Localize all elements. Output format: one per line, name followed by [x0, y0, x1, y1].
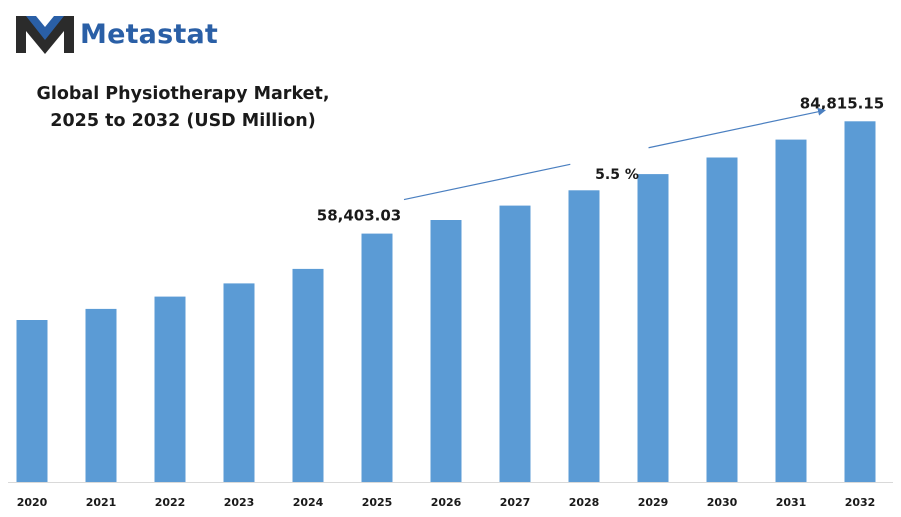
bar-2026 [430, 220, 462, 482]
chart-title-line-1: Global Physiotherapy Market, [36, 84, 330, 104]
brand-name: Metastat [80, 18, 219, 50]
value-label-2032: 84,815.15 [800, 94, 884, 112]
bar-2031 [775, 139, 807, 482]
bar-2024 [292, 268, 324, 482]
chart-title-line-2: 2025 to 2032 (USD Million) [50, 111, 316, 131]
x-tick-label-2032: 2032 [845, 496, 876, 509]
x-tick-label-2027: 2027 [500, 496, 531, 509]
bar-2020 [16, 320, 48, 482]
bar-2032 [844, 121, 876, 483]
annotations-layer: 58,403.03 84,815.15 5.5 % [317, 94, 884, 224]
bar-2022 [154, 296, 186, 482]
bar-2023 [223, 283, 255, 482]
x-tick-label-2026: 2026 [431, 496, 462, 509]
x-tick-label-2030: 2030 [707, 496, 738, 509]
x-tick-label-2023: 2023 [224, 496, 255, 509]
x-tick-label-2024: 2024 [293, 496, 324, 509]
chart-title: Global Physiotherapy Market, 2025 to 203… [18, 81, 348, 135]
metastat-m-logo-icon [16, 16, 74, 54]
bar-2021 [85, 308, 117, 482]
bar-2028 [568, 190, 600, 483]
x-tick-label-2028: 2028 [569, 496, 600, 509]
bar-2030 [706, 157, 738, 482]
x-tick-label-2021: 2021 [86, 496, 117, 509]
brand-logo: Metastat [14, 12, 218, 56]
bar-2029 [637, 174, 669, 482]
bar-2025 [361, 233, 393, 482]
x-tick-label-2022: 2022 [155, 496, 186, 509]
x-tick-label-2020: 2020 [17, 496, 48, 509]
growth-rate-label: 5.5 % [595, 167, 639, 183]
value-label-2025: 58,403.03 [317, 207, 401, 225]
bar-2027 [499, 205, 531, 482]
x-axis-tick-labels: 2020 2021 2022 2023 2024 2025 2026 2027 2028 2029… [17, 496, 876, 509]
growth-arrow [403, 107, 826, 201]
bars-layer [8, 121, 893, 483]
x-tick-label-2031: 2031 [776, 496, 807, 509]
x-tick-label-2025: 2025 [362, 496, 393, 509]
x-tick-label-2029: 2029 [638, 496, 669, 509]
